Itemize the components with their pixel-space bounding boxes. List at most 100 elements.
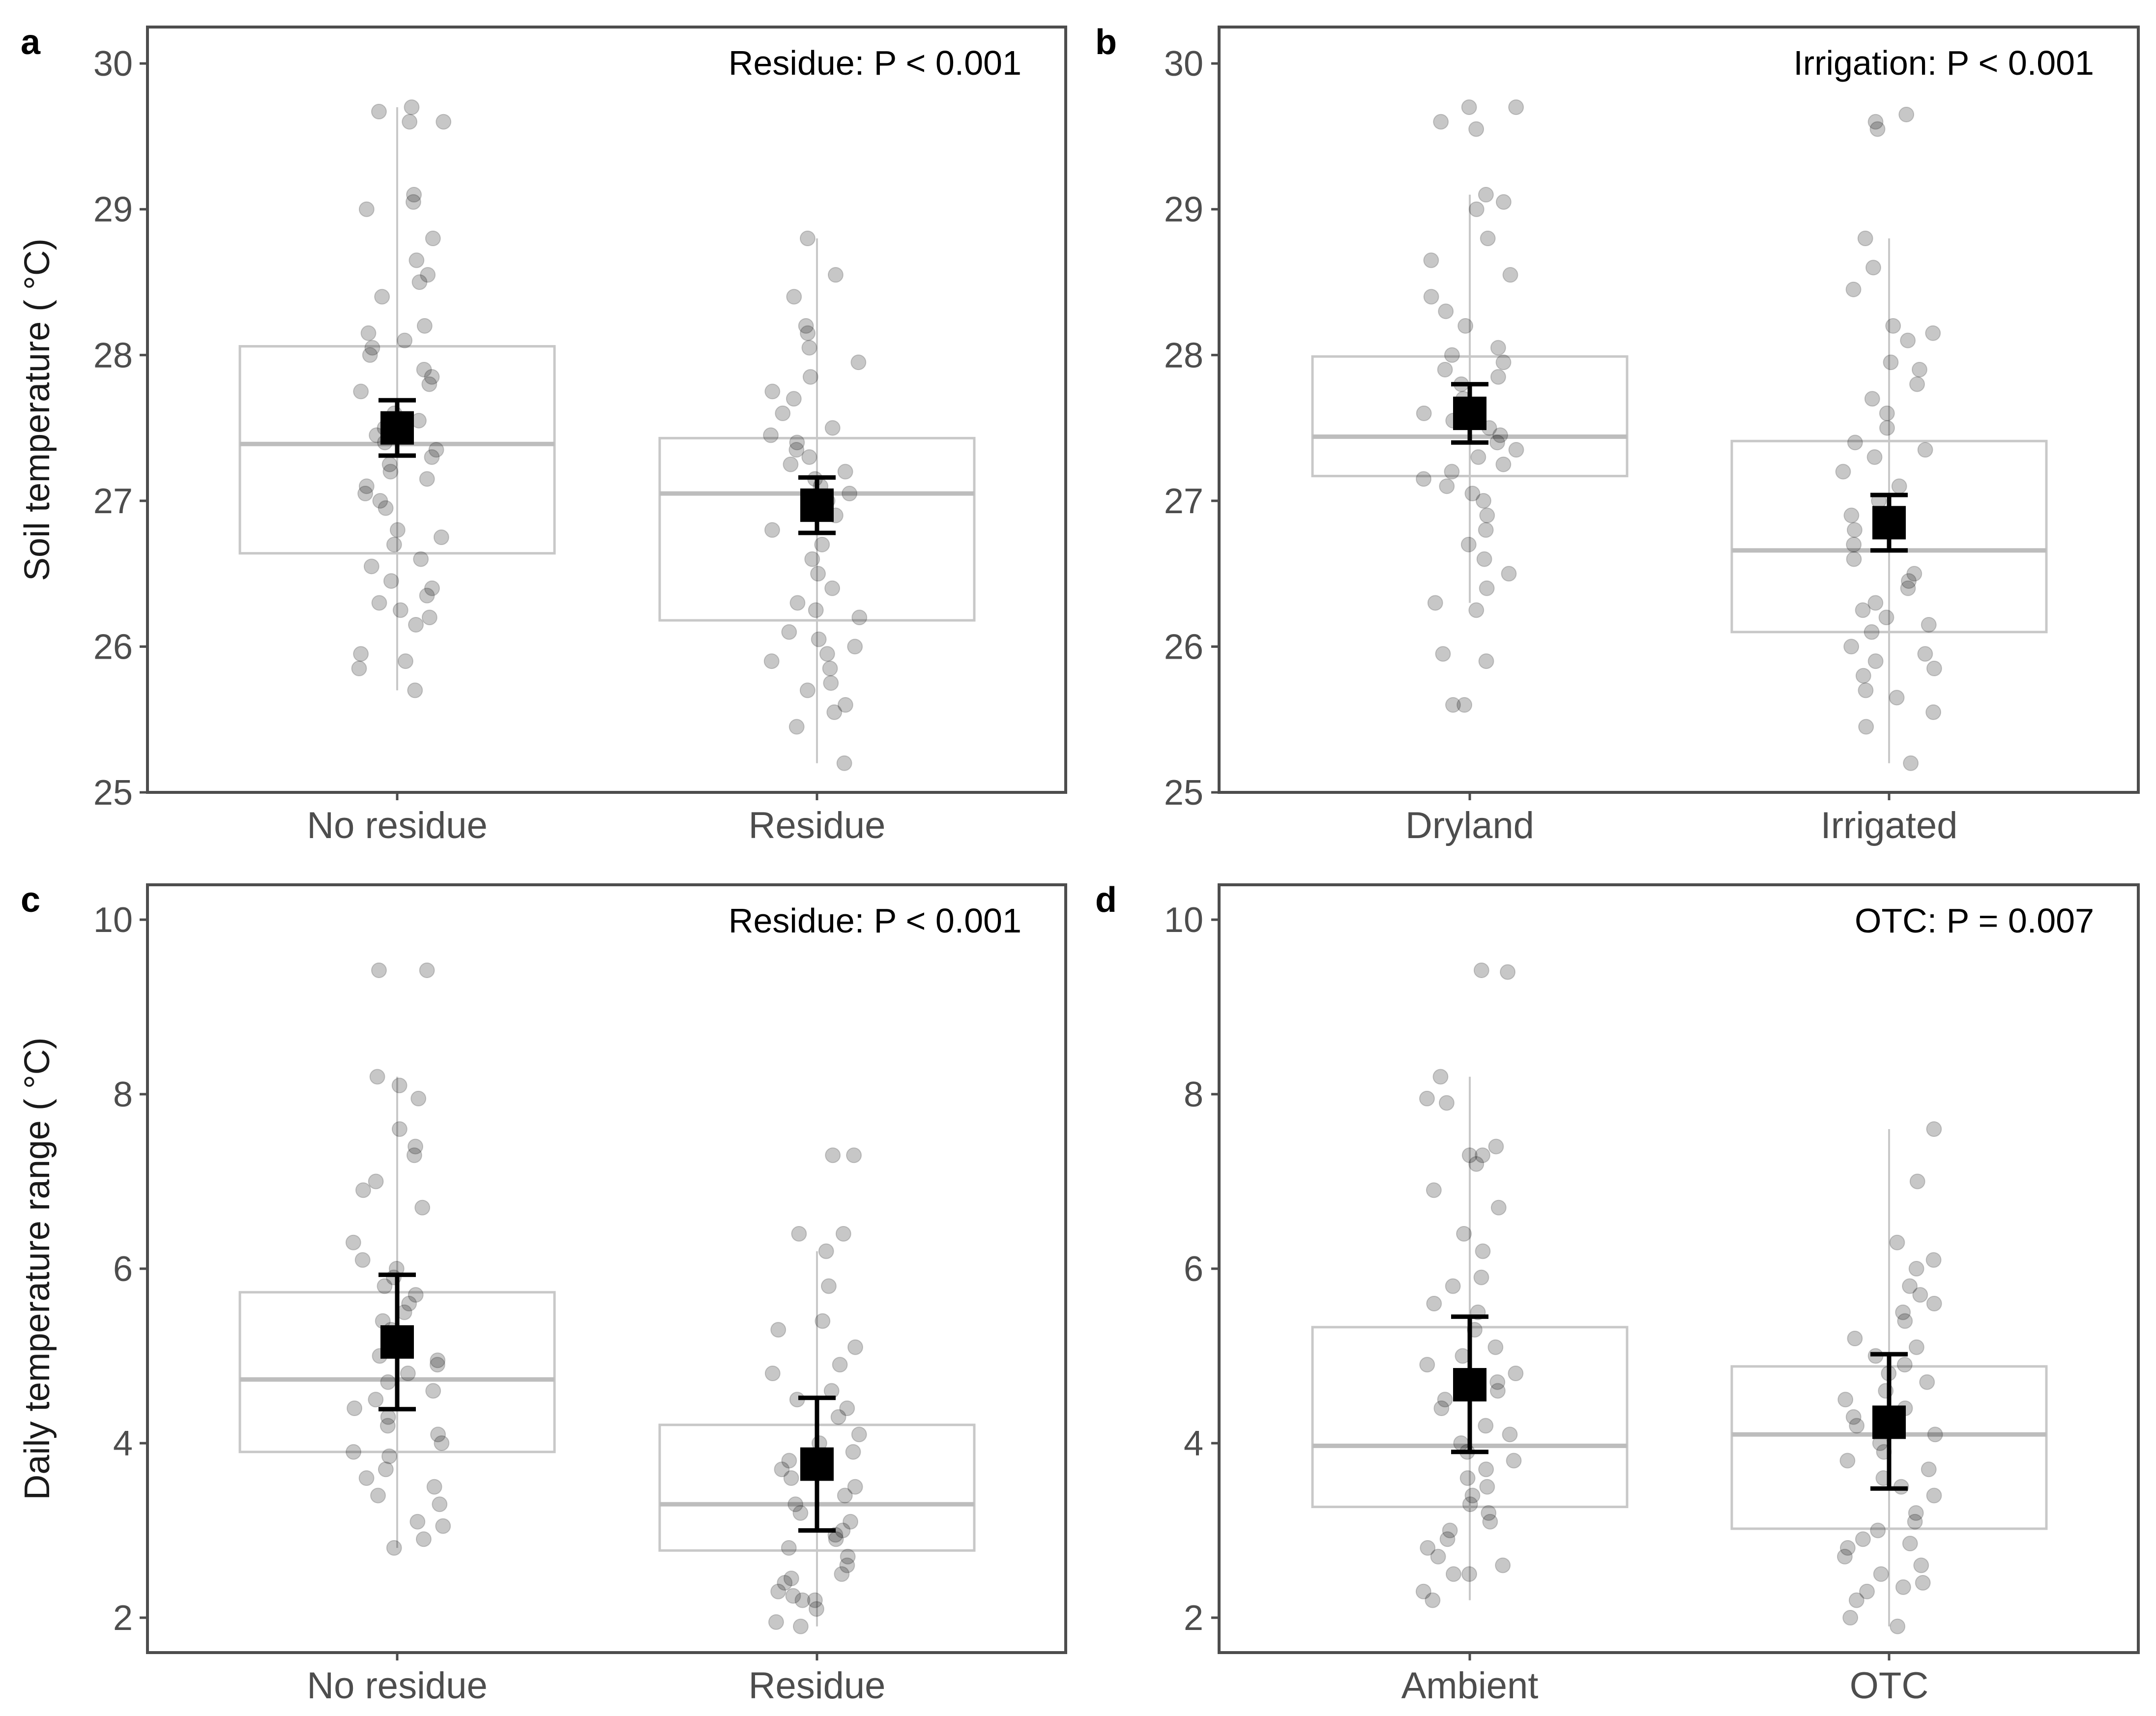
data-point	[788, 442, 805, 458]
data-point	[1879, 405, 1895, 421]
data-point	[1837, 1392, 1854, 1408]
data-point	[347, 1400, 363, 1416]
data-point	[770, 1583, 787, 1600]
data-point	[1444, 347, 1460, 363]
data-point	[1900, 580, 1916, 596]
data-point	[425, 231, 441, 247]
data-point	[1839, 1540, 1856, 1556]
data-point	[1427, 595, 1443, 611]
data-point	[1495, 456, 1512, 472]
data-point	[380, 1374, 396, 1390]
data-point	[1480, 231, 1496, 247]
data-point	[1474, 1147, 1490, 1163]
data-point	[362, 347, 378, 363]
data-point	[1479, 1479, 1495, 1495]
y-tick-label: 30	[1164, 44, 1203, 84]
data-point	[435, 1518, 451, 1534]
data-point	[392, 602, 408, 618]
data-point	[1866, 449, 1883, 465]
data-point	[781, 1540, 797, 1556]
data-point	[406, 1147, 422, 1163]
data-point	[1879, 420, 1895, 436]
data-point	[1464, 1487, 1481, 1504]
data-point	[378, 500, 394, 516]
data-point	[1873, 1566, 1889, 1582]
data-point	[1508, 442, 1524, 458]
data-point	[836, 755, 852, 771]
data-point	[381, 1448, 397, 1464]
mean-marker	[1872, 1405, 1906, 1439]
data-point	[374, 289, 390, 305]
data-point	[768, 1614, 784, 1630]
panel-frame-a	[146, 26, 1067, 794]
x-category-label: Ambient	[1401, 1665, 1539, 1707]
data-point	[1902, 1278, 1918, 1294]
data-point	[1908, 1505, 1924, 1521]
data-point	[837, 464, 853, 480]
x-category-label: No residue	[307, 805, 488, 846]
p-value-annotation: OTC: P = 0.007	[1855, 902, 2094, 940]
data-point	[353, 383, 369, 400]
data-point	[819, 646, 835, 662]
data-point	[358, 1470, 375, 1486]
y-tick-label: 4	[1184, 1424, 1203, 1463]
data-point	[808, 602, 824, 618]
data-point	[1464, 486, 1481, 502]
y-tick-label: 28	[1164, 336, 1203, 375]
data-point	[783, 1470, 799, 1486]
x-category-label: Irrigated	[1821, 805, 1958, 846]
data-point	[357, 486, 374, 502]
data-point	[433, 529, 449, 545]
data-point	[785, 1588, 801, 1604]
data-point	[1426, 1296, 1442, 1311]
data-point	[360, 325, 377, 341]
data-point	[1839, 1453, 1856, 1469]
y-tick-label: 6	[113, 1250, 133, 1289]
data-point	[424, 449, 440, 465]
data-point	[1849, 1418, 1865, 1434]
box-iqr	[1311, 355, 1629, 477]
data-point	[1478, 1461, 1494, 1478]
data-point	[818, 1243, 834, 1259]
data-point	[1909, 1173, 1925, 1190]
data-point	[411, 274, 428, 290]
data-point	[1908, 1339, 1924, 1355]
data-point	[1489, 435, 1505, 451]
data-point	[1495, 1557, 1511, 1573]
data-point	[1478, 653, 1494, 669]
data-point	[764, 1366, 781, 1381]
data-point	[428, 442, 444, 458]
data-point	[424, 369, 440, 385]
data-point	[764, 522, 780, 538]
data-point	[364, 340, 380, 356]
data-point	[1848, 1592, 1865, 1608]
y-tick-label: 2	[1184, 1599, 1203, 1638]
data-point	[1495, 194, 1512, 210]
data-point	[1479, 507, 1495, 524]
data-point	[358, 201, 375, 217]
data-point	[1917, 646, 1933, 662]
data-point	[1895, 1579, 1911, 1595]
data-point	[1900, 573, 1917, 589]
data-point	[1878, 610, 1894, 626]
data-point	[1842, 1610, 1859, 1626]
data-point	[1478, 187, 1494, 203]
data-point	[846, 1147, 862, 1163]
data-point	[1457, 318, 1474, 334]
data-point	[420, 267, 436, 283]
data-point	[1859, 1583, 1875, 1600]
data-point	[421, 610, 437, 626]
data-point	[1845, 1409, 1862, 1425]
p-value-annotation: Residue: P < 0.001	[728, 44, 1021, 82]
data-point	[1843, 507, 1860, 524]
data-point	[408, 616, 424, 633]
data-point	[1508, 99, 1524, 116]
data-point	[783, 456, 799, 472]
data-point	[1444, 464, 1460, 480]
panel-frame-b	[1218, 26, 2140, 794]
data-point	[1482, 1513, 1498, 1530]
data-point	[1907, 1513, 1923, 1530]
data-point	[789, 435, 805, 451]
data-point	[1476, 551, 1492, 567]
data-point	[400, 1366, 416, 1381]
